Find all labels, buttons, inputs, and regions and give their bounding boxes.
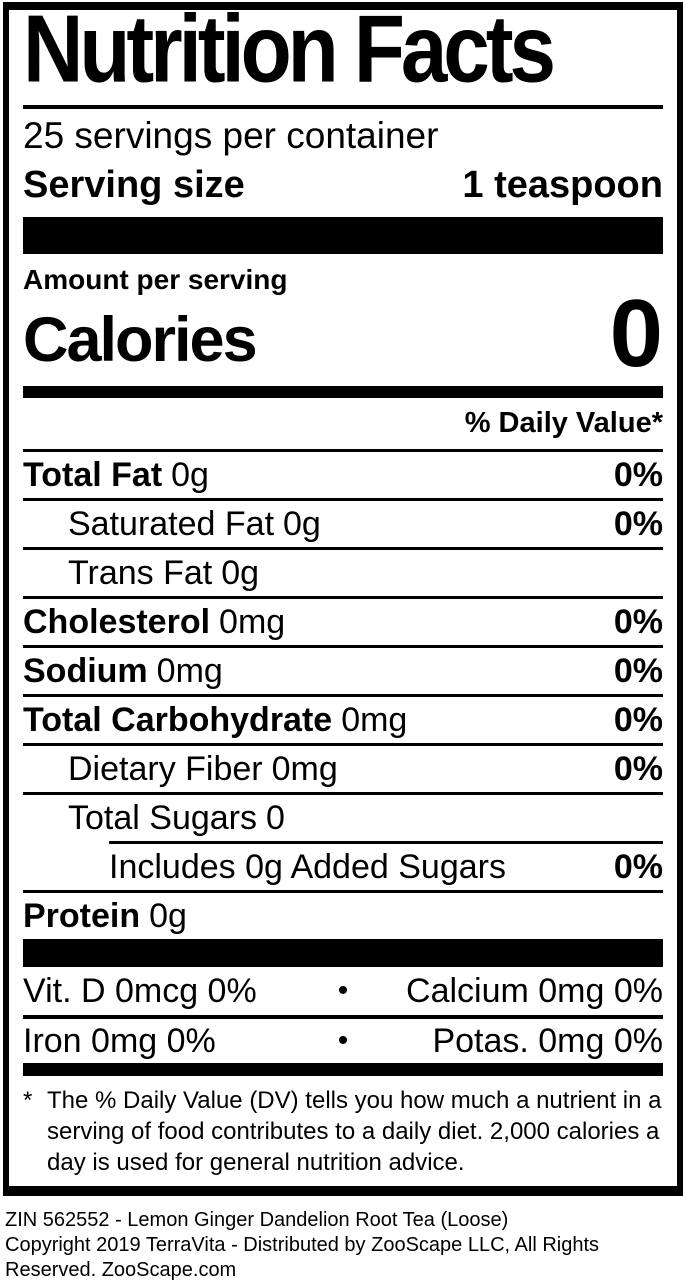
nutrient-name: Sodium bbox=[23, 651, 148, 690]
amount-per-serving-label: Amount per serving bbox=[23, 264, 288, 295]
product-footer: ZIN 562552 - Lemon Ginger Dandelion Root… bbox=[0, 1196, 686, 1283]
micronutrient-left: Iron 0mg 0% bbox=[23, 1021, 216, 1060]
nutrient-name: Total Sugars bbox=[68, 798, 257, 837]
nutrient-name: Trans Fat bbox=[68, 553, 213, 592]
nutrient-name: Total Fat bbox=[23, 455, 163, 494]
nutrient-name: Total Carbohydrate bbox=[23, 700, 333, 739]
calories-divider-bar bbox=[23, 386, 663, 398]
nutrient-name: Protein bbox=[23, 896, 141, 935]
nutrient-amount: 0mg bbox=[219, 602, 286, 641]
calories-row: Calories 0 bbox=[23, 280, 663, 387]
footnote-text: The % Daily Value (DV) tells you how muc… bbox=[47, 1087, 662, 1176]
vitamins-bottom-bar bbox=[23, 1063, 663, 1076]
nutrient-dv: 0% bbox=[613, 504, 663, 543]
serving-size-value: 1 teaspoon bbox=[462, 164, 663, 206]
bullet-separator-icon: • bbox=[337, 1024, 349, 1057]
nutrient-amount: 0g bbox=[149, 896, 187, 935]
nutrient-rows: Total Fat 0g 0% Saturated Fat 0g 0% Tran… bbox=[23, 449, 663, 939]
nutrient-row-protein: Protein 0g bbox=[23, 890, 663, 939]
nutrient-dv: 0% bbox=[613, 847, 663, 886]
micronutrient-row-2: Iron 0mg 0% • Potas. 0mg 0% bbox=[23, 1015, 663, 1063]
nutrient-name: Saturated Fat bbox=[68, 504, 275, 543]
bullet-separator-icon: • bbox=[337, 974, 349, 1007]
daily-value-footnote: * The % Daily Value (DV) tells you how m… bbox=[23, 1085, 663, 1178]
nutrient-dv: 0% bbox=[613, 602, 663, 641]
nutrient-dv: 0% bbox=[613, 700, 663, 739]
nutrient-row-total-sugars: Total Sugars 0 bbox=[23, 792, 663, 841]
daily-value-header: % Daily Value* bbox=[464, 407, 663, 439]
micronutrient-right: Calcium 0mg 0% bbox=[406, 971, 663, 1010]
micronutrient-left: Vit. D 0mcg 0% bbox=[23, 971, 257, 1010]
nutrient-amount: 0mg bbox=[271, 749, 338, 788]
nutrient-amount: 0mg bbox=[341, 700, 408, 739]
nutrient-amount: 0g bbox=[283, 504, 321, 543]
nutrient-amount: 0 bbox=[266, 798, 285, 837]
thick-divider-bar bbox=[23, 217, 663, 254]
calories-label: Calories bbox=[23, 305, 258, 375]
nutrient-name: Includes 0g Added Sugars bbox=[109, 847, 506, 886]
title-rule bbox=[23, 105, 663, 109]
nutrient-name: Dietary Fiber bbox=[68, 749, 263, 788]
nutrient-dv: 0% bbox=[613, 455, 663, 494]
label-title: Nutrition Facts bbox=[23, 0, 663, 104]
nutrition-facts-label: Nutrition Facts 25 servings per containe… bbox=[3, 0, 683, 1196]
calories-value: 0 bbox=[609, 280, 663, 387]
nutrient-row-added-sugars: Includes 0g Added Sugars 0% bbox=[109, 841, 663, 890]
copyright-line: Copyright 2019 TerraVita - Distributed b… bbox=[5, 1234, 600, 1281]
nutrient-row-cholesterol: Cholesterol 0mg 0% bbox=[23, 596, 663, 645]
nutrient-amount: 0g bbox=[221, 553, 260, 592]
nutrient-row-trans-fat: Trans Fat 0g bbox=[23, 547, 663, 596]
nutrient-row-total-carbohydrate: Total Carbohydrate 0mg 0% bbox=[23, 694, 663, 743]
nutrient-dv: 0% bbox=[613, 749, 663, 788]
nutrient-name: Cholesterol bbox=[23, 602, 211, 641]
nutrient-row-total-fat: Total Fat 0g 0% bbox=[23, 449, 663, 498]
nutrient-amount: 0g bbox=[171, 455, 209, 494]
nutrient-row-saturated-fat: Saturated Fat 0g 0% bbox=[23, 498, 663, 547]
nutrient-dv: 0% bbox=[613, 651, 663, 690]
label-title-text: Nutrition Facts bbox=[23, 0, 556, 103]
micronutrient-row-1: Vit. D 0mcg 0% • Calcium 0mg 0% bbox=[23, 967, 663, 1015]
product-id-line: ZIN 562552 - Lemon Ginger Dandelion Root… bbox=[5, 1209, 509, 1231]
serving-size-row: Serving size 1 teaspoon bbox=[23, 160, 663, 210]
nutrient-amount: 0mg bbox=[156, 651, 223, 690]
vitamins-top-bar bbox=[23, 939, 663, 967]
micronutrient-right: Potas. 0mg 0% bbox=[432, 1021, 663, 1060]
nutrient-row-dietary-fiber: Dietary Fiber 0mg 0% bbox=[23, 743, 663, 792]
footnote-asterisk: * bbox=[23, 1087, 33, 1114]
serving-size-label: Serving size bbox=[23, 164, 245, 206]
nutrient-row-sodium: Sodium 0mg 0% bbox=[23, 645, 663, 694]
servings-per-container: 25 servings per container bbox=[23, 115, 439, 156]
